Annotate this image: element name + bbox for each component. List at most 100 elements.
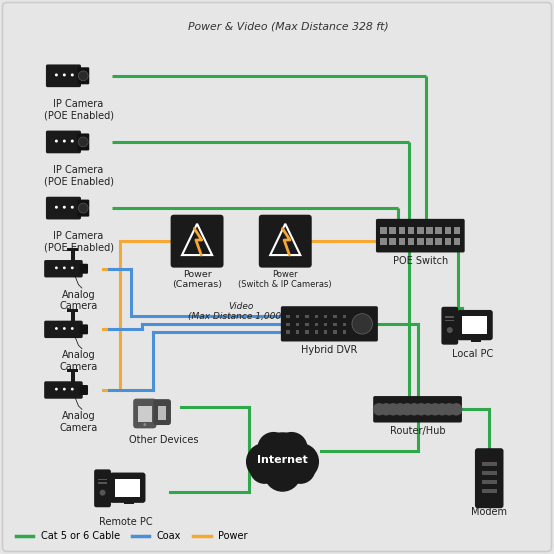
Bar: [71, 249, 75, 261]
Bar: [324, 330, 327, 334]
Text: IP Camera
(POE Enabled): IP Camera (POE Enabled): [44, 165, 114, 187]
Bar: [127, 500, 130, 502]
Bar: [305, 330, 309, 334]
Text: Power
(Switch & IP Cameras): Power (Switch & IP Cameras): [238, 270, 332, 289]
Circle shape: [257, 432, 309, 484]
Circle shape: [429, 403, 442, 416]
Bar: [67, 248, 78, 251]
FancyBboxPatch shape: [46, 197, 81, 219]
Circle shape: [282, 443, 319, 480]
Text: Power
(Cameras): Power (Cameras): [172, 270, 222, 289]
Legend: Cat 5 or 6 Cable, Coax, Power: Cat 5 or 6 Cable, Coax, Power: [12, 527, 252, 545]
Bar: [454, 238, 460, 245]
Circle shape: [401, 403, 413, 416]
Bar: [324, 322, 327, 326]
Bar: [296, 322, 299, 326]
Circle shape: [447, 327, 453, 333]
FancyBboxPatch shape: [44, 260, 83, 278]
FancyBboxPatch shape: [80, 385, 88, 395]
Bar: [324, 315, 327, 318]
Circle shape: [71, 206, 74, 209]
Text: Power & Video (Max Distance 328 ft): Power & Video (Max Distance 328 ft): [188, 21, 388, 31]
Bar: [296, 330, 299, 334]
Bar: [435, 227, 442, 233]
FancyBboxPatch shape: [44, 381, 83, 399]
Circle shape: [55, 206, 58, 209]
Circle shape: [408, 403, 420, 416]
FancyBboxPatch shape: [281, 306, 378, 341]
FancyBboxPatch shape: [259, 215, 312, 268]
Bar: [445, 320, 454, 321]
Text: Analog
Camera: Analog Camera: [59, 350, 98, 372]
Circle shape: [246, 443, 283, 480]
Bar: [475, 337, 478, 340]
Circle shape: [258, 432, 290, 464]
Circle shape: [63, 266, 66, 269]
Bar: [482, 489, 496, 493]
Circle shape: [71, 388, 74, 391]
Bar: [471, 340, 481, 342]
Text: IP Camera
(POE Enabled): IP Camera (POE Enabled): [44, 99, 114, 121]
FancyBboxPatch shape: [373, 396, 462, 423]
FancyBboxPatch shape: [110, 473, 146, 503]
Bar: [71, 310, 75, 322]
Bar: [444, 238, 451, 245]
FancyBboxPatch shape: [46, 131, 81, 153]
Circle shape: [143, 423, 146, 426]
Text: Video
(Max Distance 1,000 ft): Video (Max Distance 1,000 ft): [188, 302, 294, 321]
FancyBboxPatch shape: [80, 325, 88, 335]
Bar: [482, 480, 496, 484]
Circle shape: [450, 403, 463, 416]
Text: Analog
Camera: Analog Camera: [59, 290, 98, 311]
Bar: [138, 406, 152, 422]
Bar: [315, 322, 318, 326]
Bar: [98, 479, 107, 480]
Bar: [67, 309, 78, 312]
Bar: [426, 227, 433, 233]
FancyBboxPatch shape: [442, 307, 458, 345]
FancyBboxPatch shape: [171, 215, 223, 268]
Bar: [462, 316, 487, 334]
Circle shape: [373, 403, 386, 416]
Text: IP Camera
(POE Enabled): IP Camera (POE Enabled): [44, 231, 114, 253]
FancyBboxPatch shape: [94, 469, 111, 507]
Bar: [399, 227, 406, 233]
Circle shape: [249, 454, 280, 484]
Bar: [426, 238, 433, 245]
Circle shape: [63, 140, 66, 142]
Text: Analog
Camera: Analog Camera: [59, 411, 98, 433]
Circle shape: [387, 403, 399, 416]
Bar: [67, 369, 78, 372]
Text: POE Switch: POE Switch: [393, 255, 448, 265]
FancyBboxPatch shape: [376, 219, 465, 253]
FancyBboxPatch shape: [78, 134, 89, 151]
Circle shape: [380, 403, 392, 416]
FancyBboxPatch shape: [44, 321, 83, 338]
Circle shape: [55, 140, 58, 142]
Circle shape: [422, 403, 434, 416]
FancyBboxPatch shape: [457, 310, 493, 340]
Circle shape: [264, 454, 301, 492]
Circle shape: [63, 327, 66, 330]
Circle shape: [63, 206, 66, 209]
Circle shape: [394, 403, 407, 416]
Bar: [124, 502, 134, 504]
Bar: [286, 330, 290, 334]
Bar: [115, 479, 140, 497]
Circle shape: [100, 490, 105, 496]
Bar: [334, 322, 337, 326]
Bar: [343, 330, 346, 334]
Bar: [444, 227, 451, 233]
Text: Local PC: Local PC: [452, 348, 493, 358]
Bar: [158, 406, 166, 420]
Bar: [389, 238, 396, 245]
Bar: [98, 482, 107, 484]
Circle shape: [63, 74, 66, 76]
Circle shape: [63, 388, 66, 391]
Bar: [334, 330, 337, 334]
FancyBboxPatch shape: [475, 448, 504, 508]
Bar: [482, 471, 496, 475]
Circle shape: [443, 403, 455, 416]
Bar: [334, 315, 337, 318]
Circle shape: [55, 74, 58, 76]
